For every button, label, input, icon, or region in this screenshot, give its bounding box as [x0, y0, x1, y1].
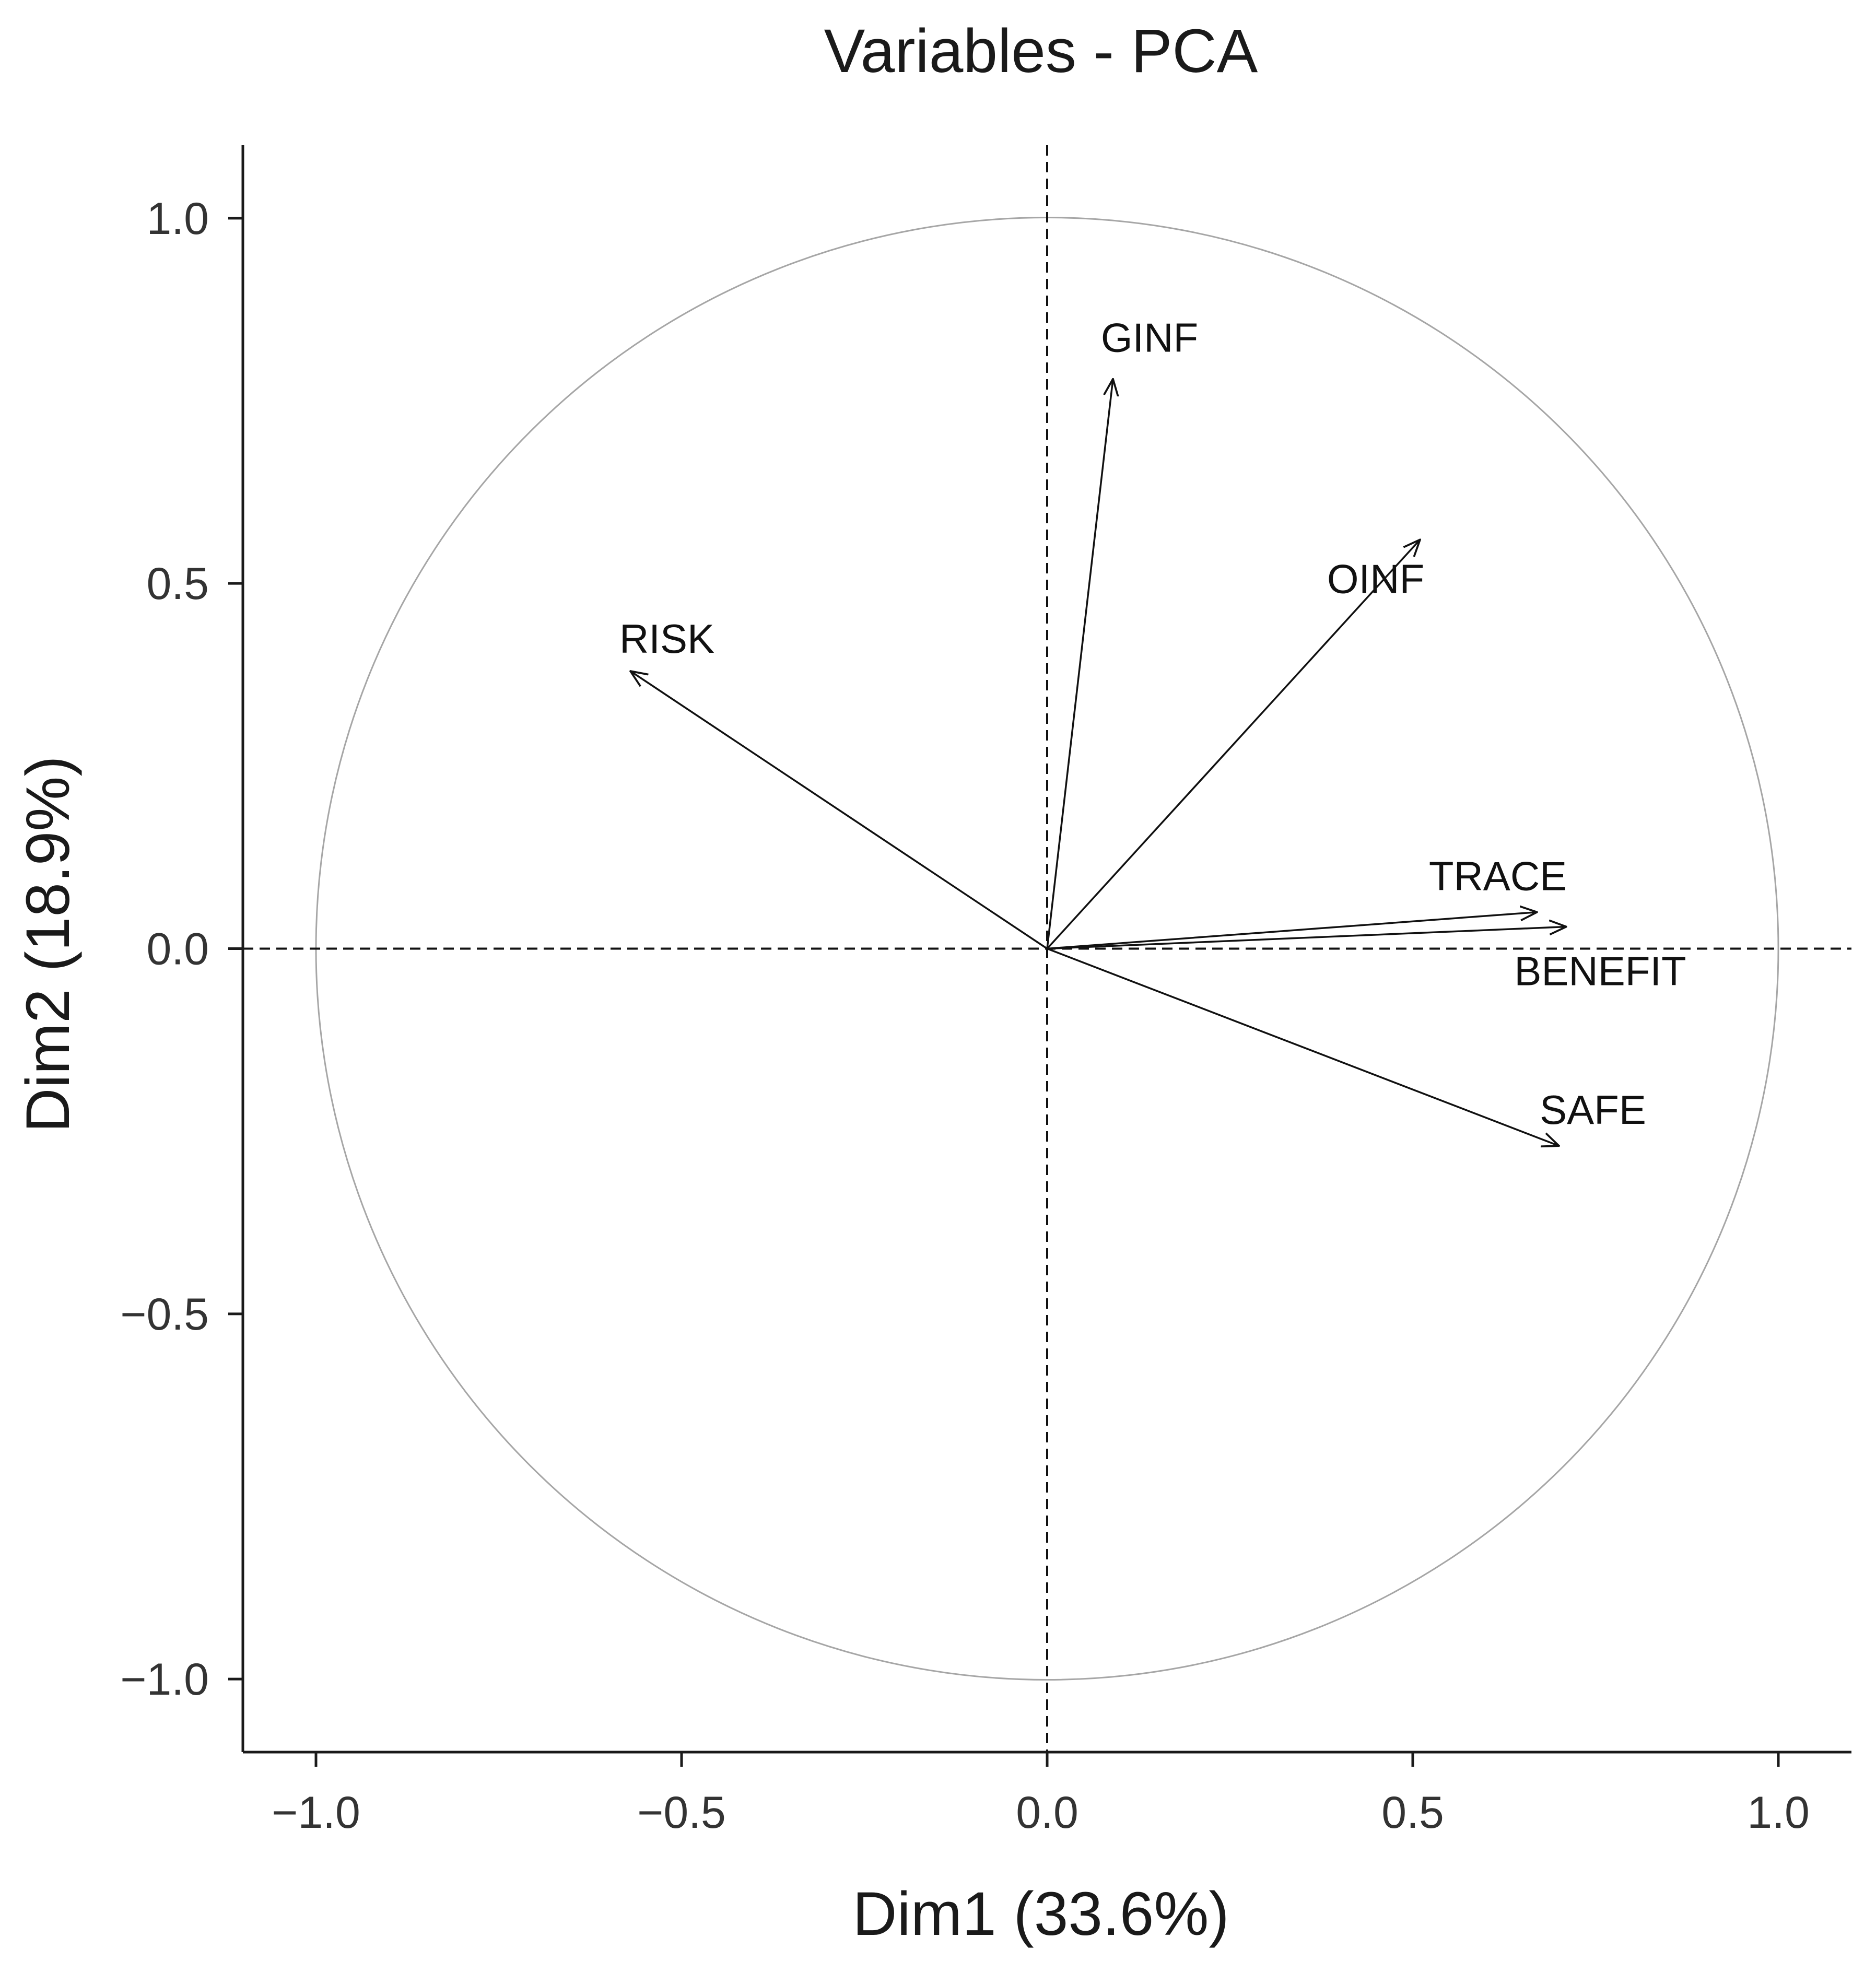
label-benefit: BENEFIT [1514, 948, 1686, 994]
chart-title: Variables - PCA [824, 17, 1258, 86]
arrow-ginf [1046, 379, 1113, 949]
label-risk: RISK [619, 616, 714, 662]
x-tick-label: 1.0 [1747, 1788, 1810, 1838]
label-oinf: OINF [1327, 556, 1424, 602]
x-tick-label: −1.0 [272, 1788, 360, 1838]
x-tick-label: 0.5 [1381, 1788, 1444, 1838]
y-tick-label: 0.5 [146, 559, 209, 609]
y-tick-label: 0.0 [146, 924, 209, 974]
x-axis-title: Dim1 (33.6%) [852, 1880, 1229, 1948]
arrow-oinf [1046, 539, 1420, 949]
x-tick-label: −0.5 [637, 1788, 726, 1838]
arrow-benefit [1047, 927, 1566, 950]
arrow-trace [1047, 912, 1537, 950]
label-trace: TRACE [1429, 853, 1567, 899]
y-axis-title: Dim2 (18.9%) [14, 756, 83, 1132]
arrow-safe [1047, 947, 1559, 1146]
x-tick-label: 0.0 [1016, 1788, 1078, 1838]
arrow-risk [630, 671, 1048, 949]
y-tick-label: 1.0 [146, 194, 209, 244]
y-tick-label: −0.5 [120, 1289, 209, 1340]
label-safe: SAFE [1540, 1087, 1646, 1133]
label-ginf: GINF [1101, 315, 1198, 361]
y-tick-label: −1.0 [120, 1654, 209, 1705]
plot-area: −1.0 −0.5 0.0 0.5 1.0 −1.0 −0.5 0.0 0.5 1.0 GINF OI… [120, 145, 1851, 1838]
